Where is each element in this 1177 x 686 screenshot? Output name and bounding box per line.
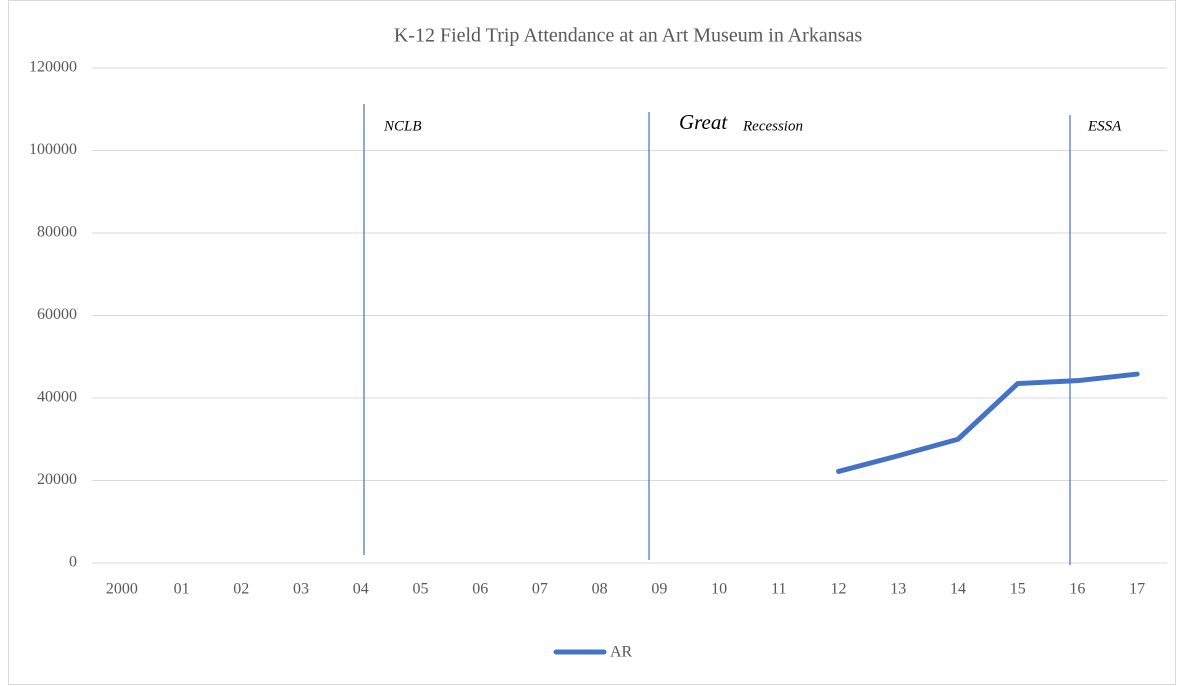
annotation: NCLB [383,118,422,134]
x-tick-label: 10 [711,581,727,598]
y-tick-label: 40000 [37,389,77,406]
x-tick-label: 13 [890,581,906,598]
legend-label: AR [610,644,633,661]
y-tick-label: 60000 [37,306,77,323]
x-tick-label: 05 [412,581,428,598]
y-tick-label: 80000 [37,224,77,241]
y-tick-label: 0 [69,554,77,571]
x-tick-label: 09 [651,581,667,598]
chart-border [8,0,1176,685]
x-tick-label: 11 [771,581,786,598]
x-tick-label: 01 [174,581,190,598]
x-tick-label: 02 [233,581,249,598]
x-tick-label: 03 [293,581,309,598]
x-tick-label: 08 [592,581,608,598]
y-tick-label: 20000 [37,471,77,488]
x-tick-label: 06 [472,581,488,598]
x-tick-label: 04 [353,581,369,598]
x-tick-label: 17 [1129,581,1145,598]
annotation: Recession [742,118,803,134]
chart-title: K-12 Field Trip Attendance at an Art Mus… [394,25,863,47]
annotation: Great [679,110,728,134]
data-line [836,371,1140,474]
annotation: ESSA [1087,118,1122,134]
x-tick-label: 16 [1069,581,1085,598]
x-tick-label: 14 [950,581,966,598]
x-tick-label: 15 [1010,581,1026,598]
x-tick-label: 07 [532,581,548,598]
y-tick-label: 100000 [29,141,77,158]
x-tick-label: 2000 [106,581,138,598]
x-tick-label: 12 [831,581,847,598]
y-tick-label: 120000 [29,59,77,76]
